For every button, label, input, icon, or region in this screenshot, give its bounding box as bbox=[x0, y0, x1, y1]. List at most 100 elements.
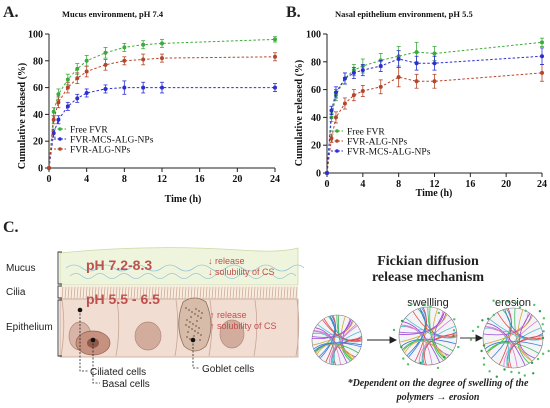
drug-particle bbox=[419, 361, 422, 364]
cilium bbox=[73, 286, 76, 300]
panel-letter-b: B. bbox=[286, 4, 301, 21]
chart-a-ylabel: Cumulative released (%) bbox=[17, 63, 28, 169]
chart-b-y-tick-label: 20 bbox=[311, 141, 321, 152]
drug-particle bbox=[422, 303, 426, 307]
callout-dot-ciliated bbox=[77, 307, 83, 313]
chart-a-data-point bbox=[56, 100, 61, 105]
polymer-thread bbox=[509, 335, 543, 368]
polymer-thread bbox=[336, 315, 353, 361]
chart-a-data-point bbox=[141, 57, 146, 62]
chart-b-legend-label: Free FVR bbox=[347, 128, 385, 138]
chart-a-x-tick-label: 8 bbox=[122, 174, 127, 185]
polymer-thread bbox=[313, 330, 341, 365]
chart-a-y-tick-label: 0 bbox=[38, 164, 43, 175]
chart-a-x-tick-label: 12 bbox=[157, 174, 167, 185]
cell-border bbox=[253, 299, 258, 357]
goblet-granule bbox=[195, 308, 197, 310]
chart-a-legend-swatch-marker bbox=[58, 137, 62, 141]
chart-b-data-point bbox=[325, 171, 329, 175]
chart-a-title: Mucus environment, pH 7.4 bbox=[62, 9, 164, 19]
chart-b-data-point bbox=[329, 136, 334, 141]
drug-particle bbox=[495, 375, 498, 378]
goblet-granule bbox=[189, 321, 191, 323]
chart-a-data-point bbox=[160, 85, 164, 90]
chart-a-data-point bbox=[122, 58, 127, 63]
cilium bbox=[139, 286, 142, 300]
chart-b-x-tick-label: 20 bbox=[501, 179, 511, 190]
cilium bbox=[226, 286, 229, 300]
drug-particle bbox=[536, 357, 540, 361]
cilium bbox=[208, 286, 211, 300]
cilium bbox=[166, 286, 169, 300]
chart-b-series-layer bbox=[325, 37, 544, 175]
chart-b-y-tick-label: 80 bbox=[311, 57, 321, 68]
chart-b-y-tick-label: 0 bbox=[316, 169, 321, 180]
goblet-granule bbox=[193, 335, 195, 337]
drug-particle bbox=[507, 300, 510, 303]
polymer-thread bbox=[427, 307, 446, 360]
bracket-epithelium bbox=[57, 299, 62, 357]
drug-particle bbox=[437, 311, 440, 315]
chart-a-data-point bbox=[56, 117, 61, 122]
cilium bbox=[148, 286, 151, 300]
chart-b-series-2 bbox=[325, 47, 544, 175]
drug-particle bbox=[410, 303, 413, 306]
chart-a-data-point bbox=[84, 90, 89, 95]
chart-a-data-point bbox=[122, 85, 127, 90]
polymer-thread bbox=[399, 311, 445, 335]
stage-swelling-label: swellling bbox=[407, 297, 449, 309]
cilium bbox=[280, 286, 283, 300]
chart-b-series-1 bbox=[325, 64, 544, 175]
cilium bbox=[271, 286, 274, 300]
goblet-granule bbox=[194, 330, 196, 332]
chart-a-data-point bbox=[51, 117, 56, 122]
chart-b-x-tick-label: 12 bbox=[430, 179, 440, 190]
drug-particle bbox=[443, 355, 446, 359]
chart-a-axes: 0 20 40 60 80 100 0 4 8 12 16 20 24 bbox=[28, 30, 280, 186]
goblet-granule bbox=[185, 324, 187, 326]
goblet-granule bbox=[201, 312, 203, 314]
drug-particle bbox=[541, 352, 545, 355]
drug-particle bbox=[517, 371, 521, 374]
polymer-thread bbox=[401, 324, 433, 365]
drug-particle bbox=[402, 357, 405, 360]
goblet-granule bbox=[191, 311, 193, 313]
cilium bbox=[292, 286, 295, 300]
drug-particle bbox=[503, 368, 506, 371]
polymer-thread bbox=[399, 314, 448, 343]
epithelium-effect-solubility: ↑ solubility of CS bbox=[210, 321, 277, 331]
chart-b-data-point bbox=[360, 68, 365, 73]
chart-b-data-point bbox=[378, 84, 383, 89]
polymer-thread bbox=[408, 308, 426, 358]
drug-particle bbox=[436, 366, 440, 370]
polymer-thread bbox=[414, 307, 427, 362]
chart-a-data-point bbox=[51, 109, 56, 114]
bracket-mucus bbox=[57, 251, 62, 285]
chart-a-x-tick-label: 0 bbox=[47, 174, 52, 185]
chart-a-xlabel: Time (h) bbox=[165, 194, 202, 205]
mechanism-footnote-line2: polymers → erosion bbox=[396, 392, 480, 403]
drug-particle bbox=[457, 345, 460, 349]
goblet-granule bbox=[185, 307, 187, 309]
mechanism-title-line2: release mechanism bbox=[372, 270, 484, 285]
epithelium-effect-release: ↑ release bbox=[210, 310, 247, 320]
cilium bbox=[229, 286, 232, 300]
chart-a-series-1 bbox=[47, 80, 277, 170]
chart-a-legend-swatch-marker bbox=[58, 147, 62, 151]
chart-b-x-tick-label: 8 bbox=[396, 179, 401, 190]
goblet-granule bbox=[197, 332, 199, 334]
cilium bbox=[178, 286, 181, 300]
drug-particle bbox=[541, 336, 545, 340]
chart-b-legend-label: FVR-ALG-NPs bbox=[347, 138, 407, 148]
drug-particle bbox=[488, 370, 491, 373]
label-ciliated-cells: Ciliated cells bbox=[90, 367, 146, 378]
chart-a-data-point bbox=[65, 104, 70, 109]
goblet-granule bbox=[199, 339, 201, 341]
chart-a-data-point bbox=[103, 86, 108, 91]
drug-particle bbox=[429, 304, 432, 308]
chart-a-data-point bbox=[103, 62, 108, 67]
cilium bbox=[247, 286, 250, 300]
cilium bbox=[172, 286, 175, 300]
chart-a-x-tick-label: 20 bbox=[232, 174, 242, 185]
